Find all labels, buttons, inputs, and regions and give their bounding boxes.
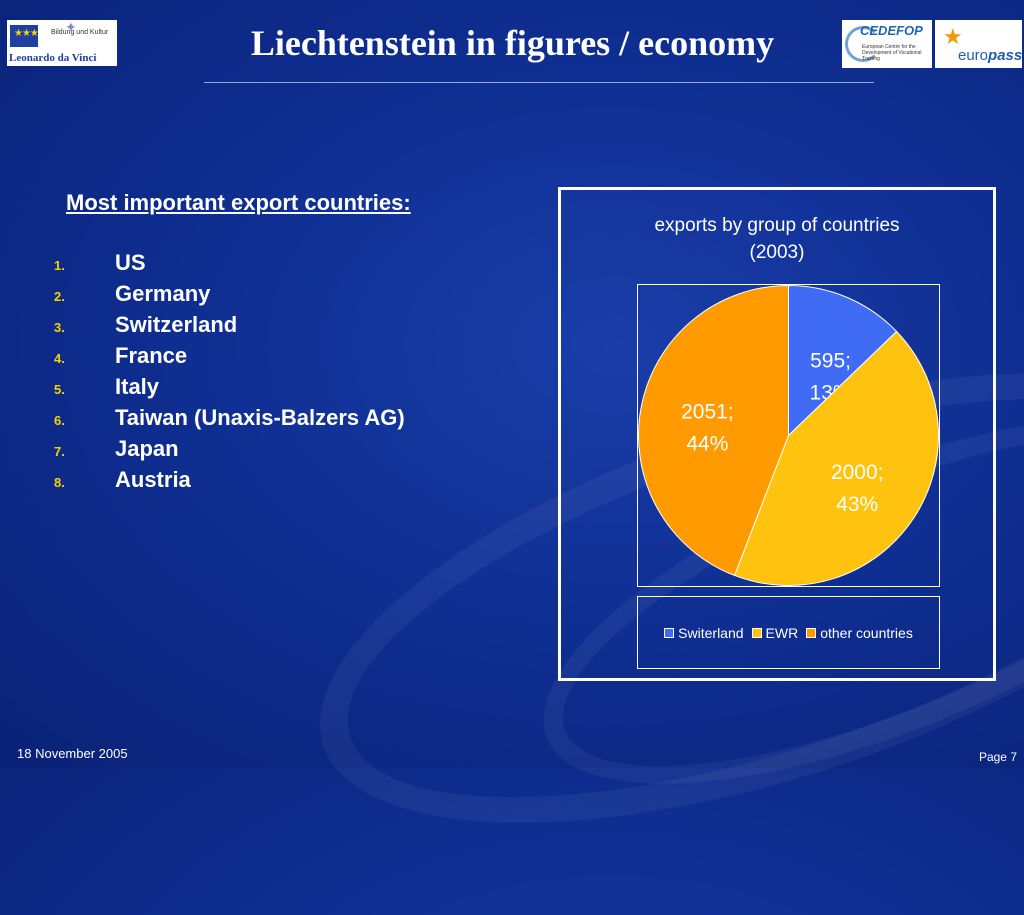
data-label: 2051; 44% <box>681 400 734 455</box>
logo-name: Leonardo da Vinci <box>9 52 97 64</box>
europass-logo: ★ europass <box>935 20 1022 68</box>
legend-item: Switerland <box>664 624 744 641</box>
pie-slice-switerland <box>788 284 898 437</box>
title-divider <box>204 82 874 83</box>
legend-item: EWR <box>751 624 799 641</box>
chart-title: exports by group of countries (2003) <box>561 212 993 266</box>
cedefop-arc-icon <box>845 26 881 62</box>
data-label: 2000; 43% <box>831 461 884 516</box>
legend-swatch <box>664 627 675 638</box>
list-heading: Most important export countries: <box>66 190 411 215</box>
cedefop-logo: CEDEFOP European Centre for the Developm… <box>842 20 932 68</box>
eu-flag-icon: ★★★ <box>10 25 39 47</box>
leonardo-da-vinci-logo: ★★★ ✦ Bildung und Kultur Leonardo da Vin… <box>7 19 117 66</box>
legend-swatch <box>806 627 817 638</box>
list-item: 1. US <box>54 250 146 275</box>
cedefop-name: CEDEFOP <box>860 23 923 38</box>
list-item: 8. Austria <box>54 467 191 492</box>
legend-label: other countries <box>820 624 913 641</box>
pie-chart: 595; 13%2000; 43%2051; 44% <box>638 284 939 586</box>
slide-title: Liechtenstein in figures / economy <box>250 23 775 63</box>
export-country-list: 1. US 2. Germany 3. Switzerland 4. France 5.… <box>54 250 405 498</box>
legend-label: Switerland <box>678 624 744 641</box>
page-number: Page 7 <box>978 750 1017 764</box>
legend-label: EWR <box>765 624 799 641</box>
logo-subtitle: Bildung und Kultur <box>51 29 109 36</box>
chart-frame: exports by group of countries (2003) 595… <box>558 187 996 681</box>
list-item: 6. Taiwan (Unaxis-Balzers AG) <box>54 405 405 430</box>
pie-slice-other-countries <box>638 284 789 577</box>
footer-date: 18 November 2005 <box>17 746 128 761</box>
star-icon: ✦ <box>65 19 77 35</box>
chart-title-line-2: (2003) <box>749 242 805 263</box>
list-item: 5. Italy <box>54 374 160 399</box>
legend-item: other countries <box>806 625 913 641</box>
chart-legend: Switerland EWR other countries <box>637 596 940 669</box>
cedefop-caption: European Centre for the Development of V… <box>862 44 922 62</box>
list-item: 3. Switzerland <box>54 312 238 337</box>
pie-slice-ewr <box>733 330 939 586</box>
plot-area: 595; 13% 2000; 43% 2051; 44% <box>637 284 940 587</box>
list-item: 2. Germany <box>54 281 211 306</box>
chart-title-line-1: exports by group of countries <box>654 215 900 236</box>
list-item: 4. France <box>54 343 188 368</box>
legend-swatch <box>751 627 762 638</box>
europass-wordmark: europass <box>958 47 1023 64</box>
europass-figure-icon: ★ <box>943 24 963 49</box>
list-item: 7. Japan <box>54 436 179 461</box>
